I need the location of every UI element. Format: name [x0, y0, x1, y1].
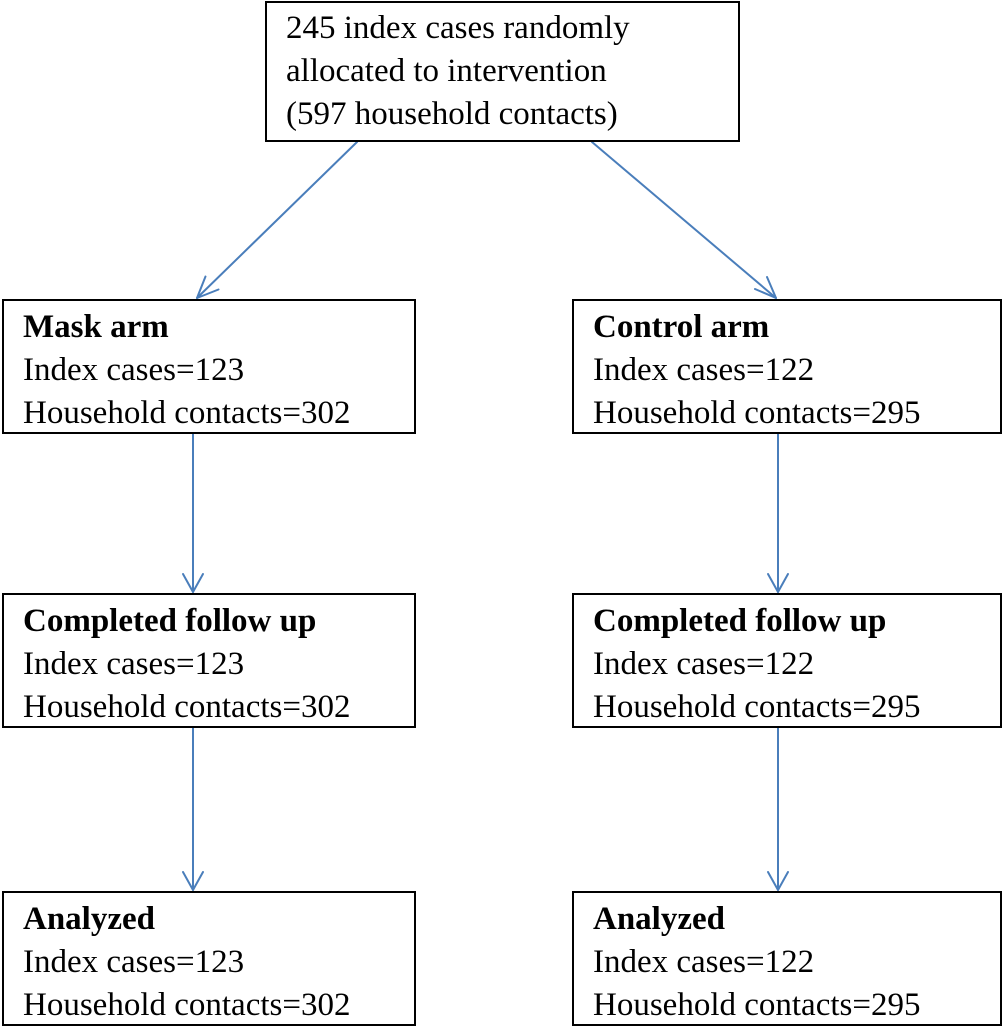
- arrow-top-to-mask-arm: [196, 141, 358, 299]
- control-arm-title: Control arm: [593, 309, 770, 345]
- control-analyzed-index-cases: Index cases=122: [593, 944, 815, 980]
- mask-arm-box: Mask arm Index cases=123 Household conta…: [2, 299, 416, 434]
- randomization-line-3: (597 household contacts): [286, 96, 618, 132]
- control-arm-box: Control arm Index cases=122 Household co…: [572, 299, 1002, 434]
- control-follow-up-index-cases: Index cases=122: [593, 646, 815, 682]
- control-analyzed-title: Analyzed: [593, 901, 725, 937]
- arrow-mask-follow-up-to-analyzed: [182, 727, 204, 891]
- mask-analyzed-household-contacts: Household contacts=302: [23, 987, 351, 1023]
- mask-follow-up-index-cases: Index cases=123: [23, 646, 245, 682]
- randomization-box: 245 index cases randomly allocated to in…: [265, 1, 740, 142]
- arrow-control-arm-to-follow-up: [767, 433, 789, 593]
- mask-analyzed-title: Analyzed: [23, 901, 155, 937]
- control-analyzed-household-contacts: Household contacts=295: [593, 987, 921, 1023]
- mask-arm-title: Mask arm: [23, 309, 169, 345]
- mask-analyzed-index-cases: Index cases=123: [23, 944, 245, 980]
- control-follow-up-household-contacts: Household contacts=295: [593, 689, 921, 725]
- randomization-line-2: allocated to intervention: [286, 53, 607, 89]
- mask-arm-index-cases: Index cases=123: [23, 352, 245, 388]
- mask-follow-up-household-contacts: Household contacts=302: [23, 689, 351, 725]
- mask-follow-up-title: Completed follow up: [23, 603, 317, 639]
- arrow-mask-arm-to-follow-up: [182, 433, 204, 593]
- arrow-top-to-control-arm: [591, 141, 777, 299]
- control-follow-up-title: Completed follow up: [593, 603, 887, 639]
- control-arm-household-contacts: Household contacts=295: [593, 395, 921, 431]
- randomization-line-1: 245 index cases randomly: [286, 10, 630, 46]
- control-arm-index-cases: Index cases=122: [593, 352, 815, 388]
- mask-follow-up-box: Completed follow up Index cases=123 Hous…: [2, 593, 416, 728]
- mask-arm-household-contacts: Household contacts=302: [23, 395, 351, 431]
- mask-analyzed-box: Analyzed Index cases=123 Household conta…: [2, 891, 416, 1026]
- arrow-control-follow-up-to-analyzed: [767, 727, 789, 891]
- control-follow-up-box: Completed follow up Index cases=122 Hous…: [572, 593, 1002, 728]
- control-analyzed-box: Analyzed Index cases=122 Household conta…: [572, 891, 1002, 1026]
